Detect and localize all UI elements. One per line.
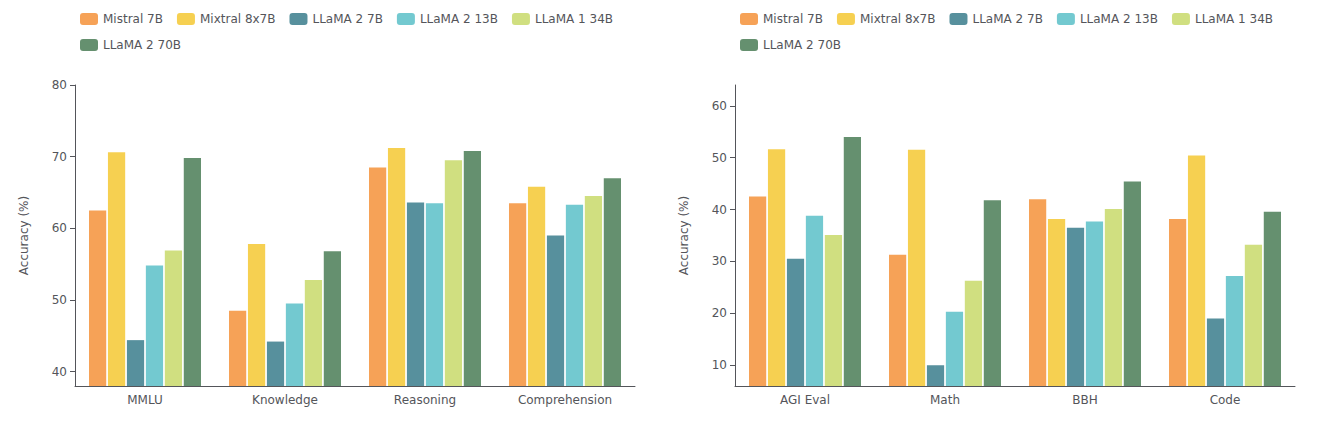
svg-text:Mistral 7B: Mistral 7B (103, 12, 163, 26)
svg-text:Mistral 7B: Mistral 7B (763, 12, 823, 26)
svg-text:Comprehension: Comprehension (518, 393, 612, 407)
svg-text:LLaMA 2 70B: LLaMA 2 70B (763, 38, 841, 52)
svg-text:Reasoning: Reasoning (394, 393, 456, 407)
svg-text:Code: Code (1210, 393, 1241, 407)
svg-text:40: 40 (52, 365, 67, 379)
svg-text:LLaMA 2 7B: LLaMA 2 7B (312, 12, 382, 26)
svg-text:Knowledge: Knowledge (252, 393, 318, 407)
svg-text:10: 10 (712, 358, 727, 372)
svg-text:50: 50 (52, 293, 67, 307)
svg-text:50: 50 (712, 151, 727, 165)
svg-text:Mixtral 8x7B: Mixtral 8x7B (860, 12, 936, 26)
svg-text:30: 30 (712, 254, 727, 268)
svg-text:LLaMA 2 13B: LLaMA 2 13B (420, 12, 498, 26)
svg-text:LLaMA 1 34B: LLaMA 1 34B (535, 12, 613, 26)
svg-text:Mixtral 8x7B: Mixtral 8x7B (200, 12, 276, 26)
svg-text:60: 60 (712, 99, 727, 113)
svg-text:LLaMA 2 7B: LLaMA 2 7B (972, 12, 1042, 26)
svg-text:LLaMA 2 70B: LLaMA 2 70B (103, 38, 181, 52)
svg-text:LLaMA 2 13B: LLaMA 2 13B (1080, 12, 1158, 26)
svg-text:Math: Math (930, 393, 960, 407)
svg-text:80: 80 (52, 78, 67, 92)
svg-text:LLaMA 1 34B: LLaMA 1 34B (1195, 12, 1273, 26)
svg-text:MMLU: MMLU (127, 393, 163, 407)
svg-text:Accuracy (%): Accuracy (%) (17, 196, 31, 275)
svg-text:Accuracy (%): Accuracy (%) (677, 196, 691, 275)
svg-text:40: 40 (712, 203, 727, 217)
svg-text:BBH: BBH (1072, 393, 1098, 407)
svg-text:70: 70 (52, 150, 67, 164)
svg-text:AGI Eval: AGI Eval (780, 393, 830, 407)
svg-text:60: 60 (52, 221, 67, 235)
svg-text:20: 20 (712, 306, 727, 320)
